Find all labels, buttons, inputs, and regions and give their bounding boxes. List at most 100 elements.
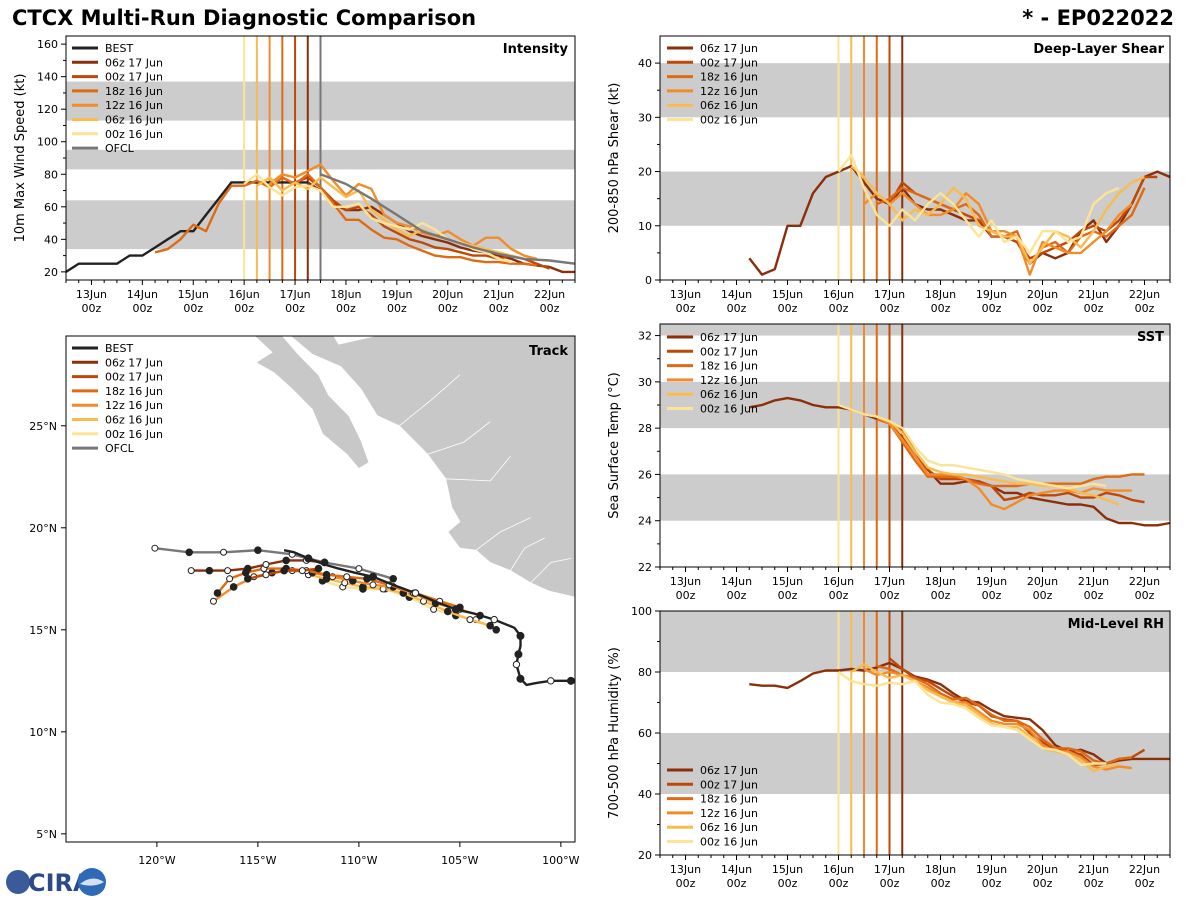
x-tick-label-hour: 00z	[931, 302, 951, 315]
track-marker-12z	[226, 575, 234, 583]
track-marker-00z	[322, 570, 331, 579]
y-axis-label: 200-850 hPa Shear (kt)	[607, 83, 622, 234]
y-tick-label: 26	[638, 468, 652, 481]
storm-id: * - EP022022	[1022, 6, 1174, 30]
y-tick-label: 30	[638, 376, 652, 389]
x-tick-label-date: 21Jun	[1078, 863, 1109, 876]
x-tick-label-hour: 00z	[285, 302, 305, 315]
x-tick-label-hour: 00z	[829, 877, 849, 890]
lon-tick-label: 120°W	[138, 854, 175, 867]
series-line	[850, 165, 1145, 265]
y-tick-label: 20	[638, 849, 652, 862]
x-tick-label-date: 19Jun	[976, 863, 1007, 876]
x-tick-label-date: 16Jun	[823, 575, 854, 588]
track-marker-00z	[185, 548, 194, 557]
x-tick-label-date: 15Jun	[772, 575, 803, 588]
series-line	[876, 664, 1132, 765]
x-tick-label-date: 17Jun	[874, 575, 905, 588]
cira-logo-swoosh	[80, 878, 104, 886]
legend-label: 18z 16 Jun	[700, 71, 758, 84]
state-border	[530, 558, 572, 584]
panel-intensity: 2040608010012014016013Jun00z14Jun00z15Ju…	[13, 35, 576, 315]
legend-label: 00z 16 Jun	[700, 114, 758, 127]
panel-rh: 2040608010013Jun00z14Jun00z15Jun00z16Jun…	[607, 605, 1171, 890]
legend-label: 12z 16 Jun	[700, 374, 758, 387]
y-tick-label: 140	[37, 71, 58, 84]
track-marker-12z	[220, 548, 228, 556]
y-tick-label: 32	[638, 330, 652, 343]
map-frame	[65, 335, 576, 843]
x-tick-label-hour: 00z	[982, 589, 1002, 602]
x-tick-label-date: 22Jun	[1129, 288, 1160, 301]
legend-label: 00z 17 Jun	[105, 71, 163, 84]
track-marker-12z	[262, 561, 270, 569]
legend-label: 00z 17 Jun	[700, 345, 758, 358]
panel-title: Intensity	[503, 42, 569, 57]
panel-track: 120°W 115°W 110°W 105°W 100°W 5°N 10°N 15°N 20°N…	[29, 335, 580, 867]
panel-title: Deep-Layer Shear	[1033, 42, 1164, 57]
track-marker-00z	[451, 605, 460, 614]
x-tick-label-hour: 00z	[982, 302, 1002, 315]
x-tick-label-date: 22Jun	[1129, 575, 1160, 588]
legend-label: 06z 17 Jun	[105, 56, 163, 69]
legend-label: 18z 16 Jun	[105, 85, 163, 98]
band	[660, 63, 1170, 118]
legend-label: 18z 16 Jun	[105, 385, 163, 398]
series-line	[837, 154, 1120, 255]
lat-tick-label: 10°N	[29, 726, 57, 739]
x-tick-label-hour: 00z	[438, 302, 458, 315]
state-border	[475, 517, 531, 551]
x-tick-label-hour: 00z	[727, 302, 747, 315]
track-marker-12z	[369, 581, 377, 589]
track-marker-00z	[389, 574, 398, 583]
x-tick-label-hour: 00z	[1084, 302, 1104, 315]
y-tick-label: 100	[37, 136, 58, 149]
track-marker-00z	[280, 566, 288, 575]
state-border	[427, 421, 491, 455]
series-line	[850, 663, 1120, 773]
x-tick-label-date: 13Jun	[670, 288, 701, 301]
x-tick-label-hour: 00z	[1135, 877, 1155, 890]
x-tick-label-date: 16Jun	[823, 863, 854, 876]
land-baja-california	[254, 336, 370, 470]
x-tick-label-hour: 00z	[778, 589, 798, 602]
series-line	[888, 422, 1145, 504]
state-border	[510, 537, 545, 571]
track-marker-12z	[151, 544, 159, 552]
series-line	[749, 396, 1171, 527]
lon-tick-label: 100°W	[542, 854, 579, 867]
legend-label: BEST	[105, 342, 133, 355]
y-tick-label: 0	[645, 274, 652, 287]
x-tick-label-date: 22Jun	[534, 288, 565, 301]
x-tick-label-hour: 00z	[829, 589, 849, 602]
track-marker-00z	[213, 589, 222, 597]
track-marker-00z	[243, 564, 252, 573]
legend-label: 06z 17 Jun	[700, 764, 758, 777]
track-marker-12z	[187, 567, 195, 575]
panel-title: Track	[529, 344, 568, 359]
track-marker-12z	[466, 616, 474, 624]
series-line	[863, 413, 1132, 511]
track-marker-00z	[254, 546, 262, 555]
x-tick-label-hour: 00z	[829, 302, 849, 315]
x-tick-label-hour: 00z	[1084, 589, 1104, 602]
x-tick-label-date: 22Jun	[1129, 863, 1160, 876]
y-tick-label: 20	[638, 166, 652, 179]
track-marker-00z	[304, 554, 313, 563]
map-area	[151, 336, 575, 687]
x-tick-label-hour: 00z	[183, 302, 203, 315]
legend-label: 06z 17 Jun	[700, 42, 758, 55]
x-tick-label-date: 15Jun	[772, 863, 803, 876]
x-tick-label-date: 20Jun	[1027, 863, 1058, 876]
panel-sst: 22242628303213Jun00z14Jun00z15Jun00z16Ju…	[607, 323, 1171, 602]
x-tick-label-hour: 00z	[880, 302, 900, 315]
legend-label: 12z 16 Jun	[105, 99, 163, 112]
lon-tick-label: 115°W	[239, 854, 276, 867]
y-tick-label: 100	[631, 605, 652, 618]
series-line	[850, 408, 1120, 506]
x-tick-label-date: 14Jun	[721, 288, 752, 301]
legend-label: 12z 16 Jun	[105, 399, 163, 412]
track-marker-12z	[355, 565, 363, 573]
